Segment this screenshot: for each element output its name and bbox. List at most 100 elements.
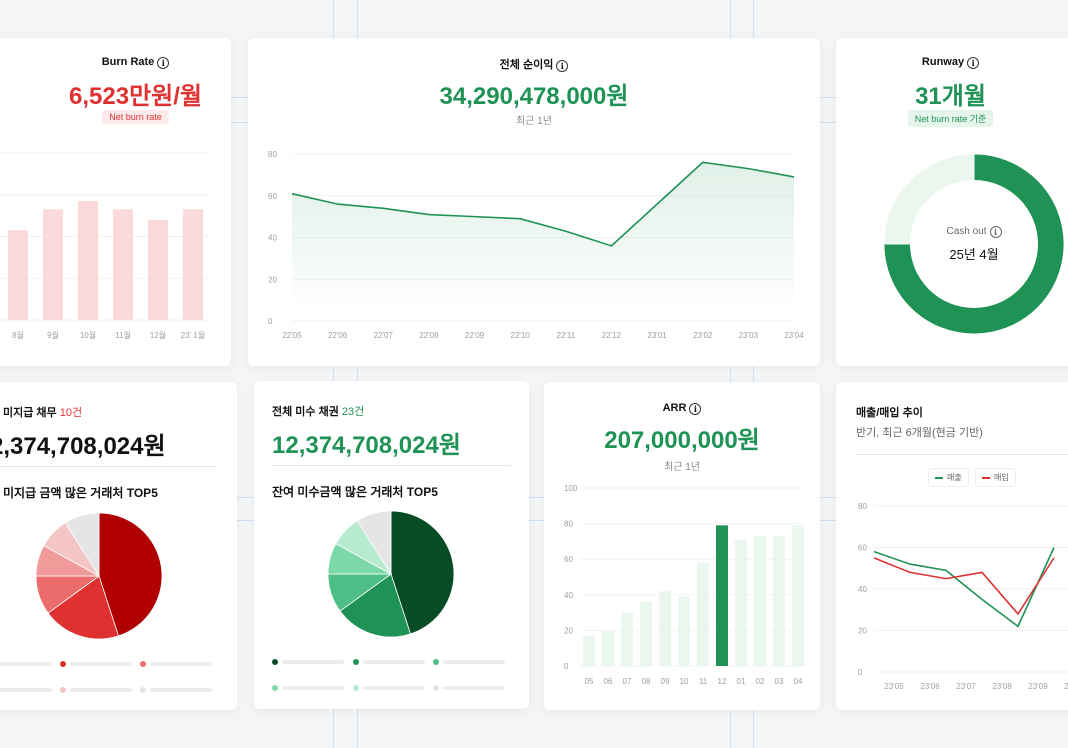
burn-rate-value: 6,523만원/월 [69,83,202,110]
net-profit-card: 전체 순이익 i 34,290,478,000원 최근 1년 80 60 40 20 0 2… [248,38,820,366]
legend-bar [282,660,344,664]
legend-dot [140,687,146,693]
y-tick-label: 20 [564,626,573,635]
runway-badge-wrap: Net burn rate 기준 [836,110,1065,127]
net-profit-value: 34,290,478,000원 [439,83,629,110]
y-tick-label: 60 [564,555,573,564]
x-tick-label: 9월 [47,330,59,340]
receivables-value: 12,374,708,024원 [272,432,461,459]
burn-rate-card: Burn Rate i 6,523만원/월 Net burn rate 8월 9월 1… [0,38,231,366]
x-tick-label: 23'02 [693,331,713,340]
x-tick-label: 22'06 [328,331,348,340]
arr-bar[interactable] [659,591,671,666]
arr-title: ARR i [544,402,820,415]
arr-bar[interactable] [602,630,614,666]
payables-card: 미지급 채무 10건 2,374,708,024원 미지급 금액 많은 거래처 … [0,382,237,710]
y-tick-label: 0 [268,317,273,326]
y-tick-label: 60 [858,544,867,553]
sales-trend-subtitle: 반기, 최근 6개월(현금 기반) [856,427,983,439]
payables-slice[interactable] [47,575,119,640]
x-tick-label: 12 [718,677,727,686]
x-tick-label: 23'03 [739,331,759,340]
x-tick-label: 04 [794,677,803,686]
y-tick-label: 60 [268,192,277,201]
info-icon[interactable]: i [967,57,980,69]
series-line [873,547,1055,628]
legend-bar [0,688,52,692]
arr-bar[interactable] [697,562,709,666]
bg-line [0,497,1068,498]
legend-bar [443,686,505,690]
burn-rate-bar[interactable] [183,209,203,320]
y-tick-label: 80 [564,520,573,529]
x-tick-label: 10 [680,677,689,686]
cash-out-label: Cash out i [884,226,1064,238]
x-tick-label: 05 [585,677,594,686]
y-tick-label: 40 [268,234,277,243]
y-tick-label: 20 [858,627,867,636]
legend-dot [353,659,359,665]
bg-line [730,0,731,748]
legend-dot [272,685,278,691]
receivables-slice[interactable] [339,573,411,638]
arr-bar[interactable] [583,635,595,666]
burn-rate-bar[interactable] [43,209,63,320]
legend-item-sales[interactable]: 매출 [928,468,969,487]
net-profit-area [292,162,794,301]
y-tick-label: 0 [564,662,569,671]
x-tick-label: 22'09 [465,331,485,340]
x-tick-label: 11월 [115,330,131,340]
y-tick-label: 80 [268,150,277,159]
burn-rate-bar[interactable] [78,201,98,320]
burn-rate-bar[interactable] [148,219,168,320]
payables-section-title: 미지급 금액 많은 거래처 TOP5 [3,486,158,500]
payables-title: 미지급 채무 10건 [3,407,83,419]
arr-bar[interactable] [792,525,804,666]
arr-bar[interactable] [735,539,747,666]
x-tick-label: 23'07 [956,682,976,691]
info-icon[interactable]: i [689,403,702,415]
y-tick-label: 40 [564,591,573,600]
legend-bar [150,688,212,692]
sales-trend-chart: 80 60 40 20 0 23'05 23'06 23'07 23'08 23'09 23'10 [858,502,1068,691]
sales-trend-title: 매출/매입 추이 [856,407,923,419]
runway-title: Runway i [836,56,1065,69]
info-icon[interactable]: i [556,60,569,72]
receivables-slice[interactable] [390,510,455,635]
receivables-title: 전체 미수 채권 23건 [272,406,365,418]
burn-rate-bar[interactable] [113,209,133,320]
arr-bar[interactable] [716,525,728,666]
runway-value: 31개월 [915,83,986,110]
legend: 매출 매입 [928,468,1016,487]
net-profit-line [291,161,795,247]
burn-rate-badge: Net burn rate [102,110,169,124]
x-tick-label: 08 [642,677,651,686]
legend-bar [363,660,425,664]
arr-subtitle: 최근 1년 [664,462,700,473]
info-icon[interactable]: i [989,226,1002,238]
net-profit-subtitle: 최근 1년 [516,116,552,127]
arr-chart: 100 80 60 40 20 0 05 06 07 08 09 10 11 12 01 02 03 04 [564,484,806,686]
x-tick-label: 02 [756,677,765,686]
receivables-slice[interactable] [356,510,392,576]
x-tick-label: 23'09 [1028,682,1048,691]
burn-rate-bar[interactable] [8,230,28,320]
info-icon[interactable]: i [157,57,170,69]
x-tick-label: 22'10 [511,331,531,340]
arr-bar[interactable] [621,612,633,666]
arr-bar[interactable] [754,536,766,666]
legend-bar [0,662,52,666]
arr-bar[interactable] [640,601,652,666]
arr-bar[interactable] [678,596,690,666]
x-tick-label: 22'11 [556,331,575,340]
arr-value: 207,000,000원 [604,427,760,454]
runway-badge: Net burn rate 기준 [907,110,994,127]
net-profit-chart: 80 60 40 20 0 22'05 22'06 22'07 22'08 22'09 22'10 2… [268,150,804,340]
legend-dot [353,685,359,691]
payables-slice[interactable] [98,512,163,637]
payables-slice[interactable] [64,512,100,578]
arr-bar[interactable] [773,536,785,666]
y-tick-label: 100 [564,484,578,493]
legend-item-purchase[interactable]: 매입 [974,468,1016,487]
legend-bar [150,662,212,666]
